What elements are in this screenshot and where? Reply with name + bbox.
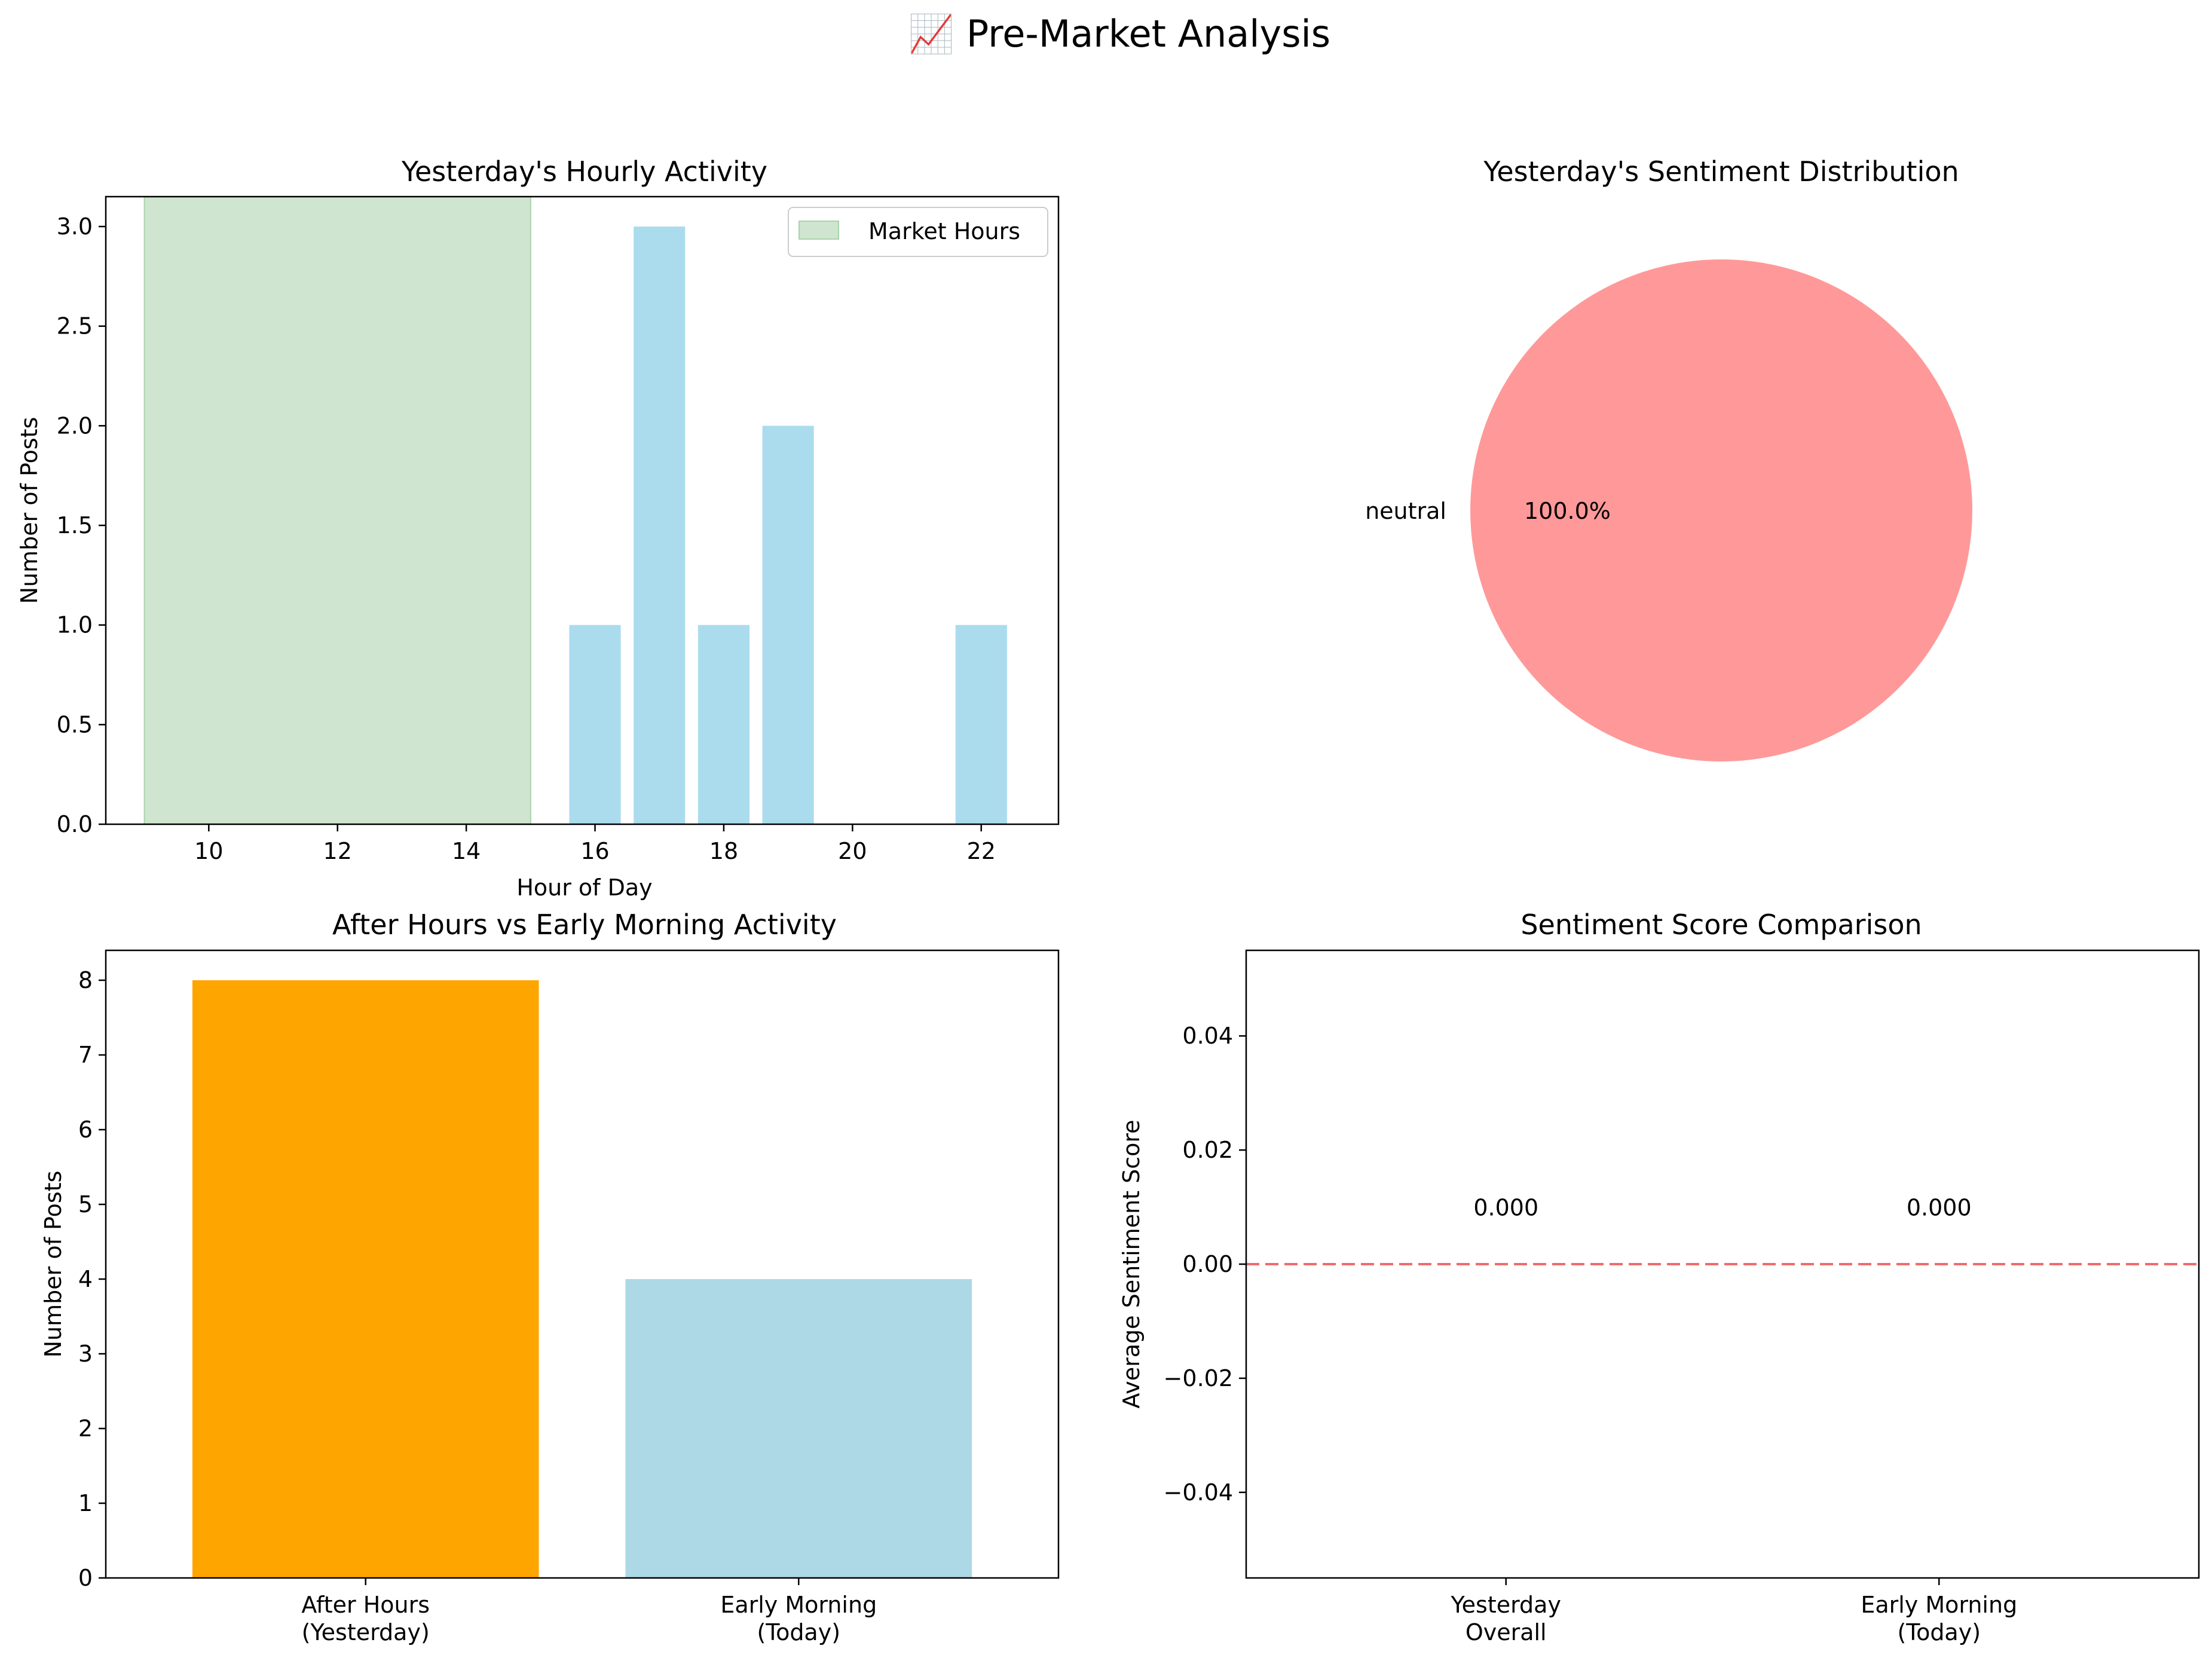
bar-hour-16: [569, 625, 621, 824]
y-tick-label: 1: [78, 1490, 93, 1516]
y-tick-label: 7: [78, 1042, 93, 1068]
x-tick-label: Early Morning: [720, 1592, 877, 1618]
bar-hour-19: [762, 426, 814, 824]
x-tick-label: 20: [838, 838, 867, 864]
bar-0: [192, 980, 539, 1578]
legend: Market Hours: [788, 207, 1048, 257]
y-tick-label: 0.00: [1182, 1251, 1233, 1277]
bar-hour-18: [697, 625, 750, 824]
chart-title: After Hours vs Early Morning Activity: [332, 909, 837, 941]
plot-area: 10 12 14 16 18 20 22 0.0 0.5 1.0 1.5 2.0 2.5 3.0: [57, 196, 1007, 864]
y-tick-label: 1.5: [57, 512, 93, 539]
axes-frame: [105, 949, 1060, 1579]
y-tick-label: 3: [78, 1341, 93, 1367]
y-axis-label: Number of Posts: [16, 417, 42, 604]
pie-label-neutral: neutral: [1365, 498, 1446, 524]
bar-hour-17: [634, 227, 686, 824]
data-label: 0.000: [1473, 1195, 1538, 1221]
activity-comparison-chart: After Hours vs Early Morning Activity Af…: [40, 909, 1060, 1645]
x-tick-label: Yesterday: [1450, 1592, 1561, 1618]
y-tick-label: 8: [78, 967, 93, 993]
axes-frame: [1245, 949, 2200, 1579]
x-tick-label: After Hours: [301, 1592, 430, 1618]
plot-area: After Hours(Yesterday) Early Morning(Toda…: [78, 967, 972, 1645]
chart-title: Yesterday's Hourly Activity: [401, 155, 767, 188]
x-axis-label: Hour of Day: [516, 874, 652, 901]
hourly-activity-chart: Yesterday's Hourly Activity 10 12 14 16 18 20…: [16, 155, 1060, 901]
y-tick-label: 0.04: [1182, 1023, 1233, 1049]
x-tick-label: (Today): [1897, 1619, 1981, 1645]
data-label: 0.000: [1907, 1195, 1972, 1221]
x-tick-label: Overall: [1466, 1619, 1547, 1645]
y-tick-label: −0.04: [1164, 1479, 1233, 1506]
x-tick-label: 14: [452, 838, 481, 864]
axes-frame: [105, 195, 1060, 825]
x-tick-label: 10: [194, 838, 223, 864]
sentiment-pie-chart: Yesterday's Sentiment Distribution neutr…: [1365, 155, 1972, 761]
legend-box: [788, 207, 1048, 257]
y-tick-label: 4: [78, 1266, 93, 1292]
legend-label-market-hours: Market Hours: [868, 218, 1020, 244]
y-tick-label: 0.02: [1182, 1137, 1233, 1163]
y-tick-label: 2.5: [57, 313, 93, 339]
y-tick-label: 2.0: [57, 412, 93, 439]
x-tick-label: 12: [323, 838, 352, 864]
y-tick-label: 0.0: [57, 811, 93, 837]
y-tick-label: 0.5: [57, 711, 93, 738]
legend-swatch-market-hours: [798, 221, 839, 240]
y-tick-label: 3.0: [57, 213, 93, 240]
x-tick-label: Early Morning: [1861, 1592, 2017, 1618]
figure-title: 📈 Pre-Market Analysis: [908, 12, 1330, 56]
y-tick-label: 5: [78, 1191, 93, 1218]
market-hours-span: [143, 196, 531, 825]
x-tick-label: 22: [967, 838, 996, 864]
x-tick-label: (Yesterday): [302, 1619, 430, 1645]
y-axis-label: Average Sentiment Score: [1118, 1120, 1145, 1408]
chart-title: Sentiment Score Comparison: [1520, 909, 1922, 941]
y-tick-label: 0: [78, 1565, 93, 1591]
pie-slice-neutral: [1470, 259, 1972, 761]
y-tick-label: 1.0: [57, 612, 93, 638]
bar-1: [625, 1279, 972, 1578]
y-tick-label: −0.02: [1164, 1365, 1233, 1391]
chart-title: Yesterday's Sentiment Distribution: [1483, 155, 1959, 188]
pie-pct-label-neutral: 100.0%: [1524, 498, 1611, 524]
bar-hour-22: [955, 625, 1007, 824]
y-tick-label: 6: [78, 1117, 93, 1143]
x-tick-label: (Today): [757, 1619, 840, 1645]
y-tick-label: 2: [78, 1415, 93, 1442]
y-axis-label: Number of Posts: [40, 1171, 66, 1358]
sentiment-score-chart: Sentiment Score Comparison 0.000 Yesterda…: [1118, 909, 2200, 1645]
x-tick-label: 16: [580, 838, 609, 864]
x-tick-label: 18: [709, 838, 738, 864]
